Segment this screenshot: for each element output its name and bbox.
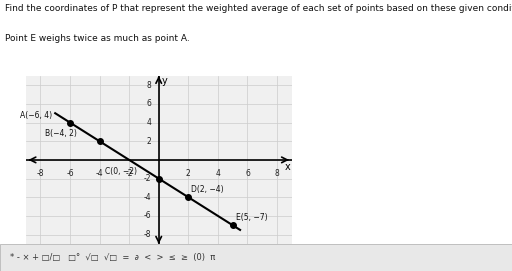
Text: C(0, −2): C(0, −2) — [104, 167, 137, 176]
Text: * - × + □/□   □°  √□  √□  =  ∂  <  >  ≤  ≥  (0)  π: * - × + □/□ □° √□ √□ = ∂ < > ≤ ≥ (0) π — [10, 253, 216, 262]
Text: E(5, −7): E(5, −7) — [236, 214, 267, 222]
Text: -4: -4 — [144, 193, 152, 202]
FancyBboxPatch shape — [0, 244, 512, 271]
Text: 2: 2 — [186, 169, 190, 178]
Text: Point E weighs twice as much as point A.: Point E weighs twice as much as point A. — [5, 34, 190, 43]
Text: 6: 6 — [245, 169, 250, 178]
Text: 8: 8 — [146, 81, 152, 90]
Text: Find the coordinates of P that represent the weighted average of each set of poi: Find the coordinates of P that represent… — [5, 4, 512, 13]
Text: -8: -8 — [144, 230, 152, 239]
Text: -2: -2 — [125, 169, 133, 178]
Text: -4: -4 — [96, 169, 103, 178]
Text: -8: -8 — [37, 169, 44, 178]
Text: 4: 4 — [216, 169, 220, 178]
Text: D(2, −4): D(2, −4) — [191, 185, 224, 194]
Text: A(−6, 4): A(−6, 4) — [20, 111, 52, 120]
Text: 6: 6 — [146, 99, 152, 108]
Text: y: y — [162, 76, 167, 86]
Text: 2: 2 — [146, 137, 152, 146]
Text: -6: -6 — [66, 169, 74, 178]
Text: 8: 8 — [274, 169, 280, 178]
Text: -6: -6 — [144, 211, 152, 220]
Text: -2: -2 — [144, 174, 152, 183]
Text: 4: 4 — [146, 118, 152, 127]
Text: x: x — [285, 162, 290, 172]
Text: B(−4, 2): B(−4, 2) — [46, 130, 77, 138]
